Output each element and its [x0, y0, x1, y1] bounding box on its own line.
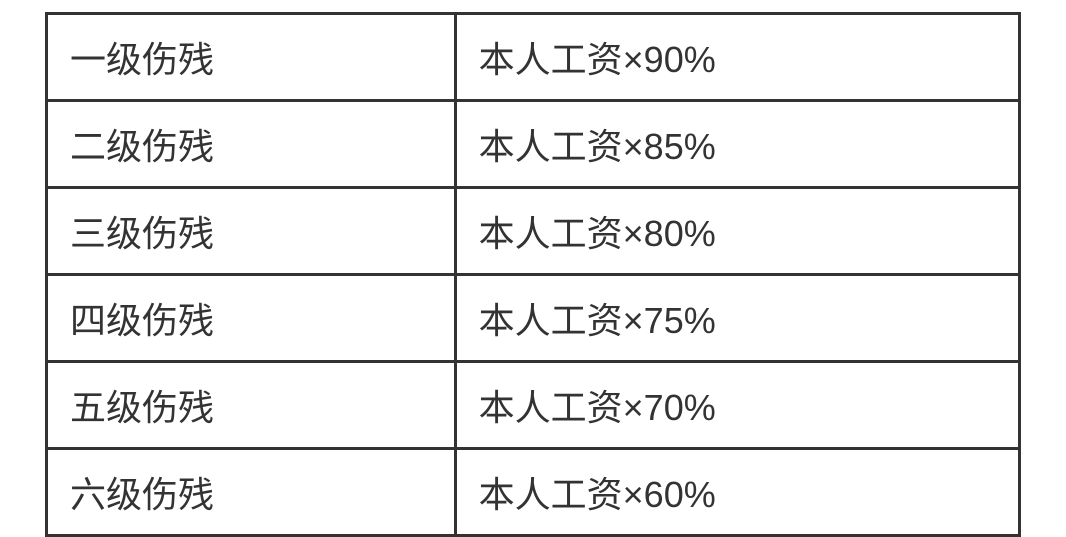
disability-level-cell: 三级伤残 [47, 188, 456, 275]
disability-level-cell: 一级伤残 [47, 14, 456, 101]
compensation-formula-cell: 本人工资×60% [455, 449, 1019, 536]
table-row: 六级伤残 本人工资×60% [47, 449, 1020, 536]
disability-compensation-table: 一级伤残 本人工资×90% 二级伤残 本人工资×85% 三级伤残 本人工资×80… [45, 12, 1021, 537]
disability-level-cell: 五级伤残 [47, 362, 456, 449]
compensation-formula-cell: 本人工资×85% [455, 101, 1019, 188]
compensation-formula-cell: 本人工资×70% [455, 362, 1019, 449]
table-row: 五级伤残 本人工资×70% [47, 362, 1020, 449]
disability-level-cell: 二级伤残 [47, 101, 456, 188]
disability-level-cell: 四级伤残 [47, 275, 456, 362]
table-row: 三级伤残 本人工资×80% [47, 188, 1020, 275]
compensation-formula-cell: 本人工资×80% [455, 188, 1019, 275]
compensation-formula-cell: 本人工资×75% [455, 275, 1019, 362]
table-row: 二级伤残 本人工资×85% [47, 101, 1020, 188]
compensation-formula-cell: 本人工资×90% [455, 14, 1019, 101]
table-row: 一级伤残 本人工资×90% [47, 14, 1020, 101]
table-row: 四级伤残 本人工资×75% [47, 275, 1020, 362]
disability-level-cell: 六级伤残 [47, 449, 456, 536]
